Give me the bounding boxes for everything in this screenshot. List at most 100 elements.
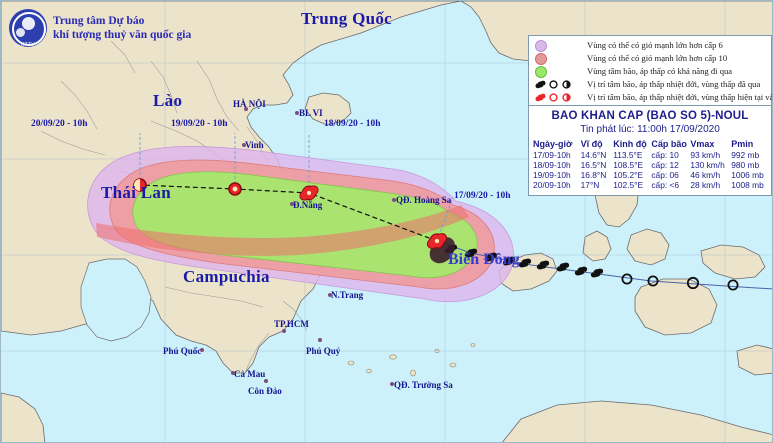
marker-20-09	[133, 178, 147, 192]
city-label-6: Cà Mau	[234, 369, 266, 379]
legend-label-current: Vị trí tâm bão, áp thấp nhiệt đới, vùng …	[587, 92, 773, 103]
city-label-7: Côn Đảo	[248, 386, 282, 396]
country-label-3: Campuchia	[183, 267, 270, 286]
past-track-line	[436, 240, 772, 290]
track-date-label-3: 17/09/20 - 10h	[454, 191, 511, 201]
track-date-label-1: 19/09/20 - 10h	[171, 119, 228, 129]
cell-lat: 16.5°N	[580, 160, 607, 170]
cell-vmax: 93 km/h	[690, 150, 721, 160]
city-label-2: Đ.Nẵng	[293, 200, 323, 210]
agency-name-line1: Trung tâm Dự báo	[53, 14, 145, 27]
sea-label-0: Biển Đông	[448, 251, 520, 268]
cone-wind-band	[96, 205, 469, 256]
col-longitude: Kinh độ	[613, 139, 647, 149]
city-label-4: TP.HCM	[274, 319, 309, 329]
forecast-table: Ngày-giờ Vĩ độ Kinh độ Cấp bão Vmax Pmin…	[532, 138, 768, 190]
agency-name: Trung tâm Dự báo khí tượng thuỷ văn quốc…	[53, 14, 191, 43]
cell-vmax: 46 km/h	[690, 170, 721, 180]
legend-item-level6: Vùng có thể có gió mạnh lớn hơn cấp 6	[533, 39, 767, 52]
cell-lat: 16.8°N	[580, 170, 607, 180]
cell-datetime: 19/09-10h	[533, 170, 571, 180]
red-cyclone-icon	[533, 92, 587, 103]
forecast-row: 17/09-10h 14.6°N 113.5°E cấp: 10 93 km/h 992 …	[532, 150, 768, 160]
cell-lat: 17°N	[580, 180, 600, 190]
black-cyclone-icon	[533, 79, 587, 90]
agency-name-line2: khí tượng thuỷ văn quốc gia	[53, 29, 192, 41]
city-dot-3	[328, 293, 332, 297]
city-dot-1	[242, 143, 246, 147]
legend-item-past: Vị trí tâm bão, áp thấp nhiệt đới, vùng …	[533, 78, 767, 91]
col-pmin: Pmin	[731, 139, 754, 149]
city-label-3: N.Trang	[331, 290, 364, 300]
storm-title: BAO KHAN CAP (BAO SO 5)-NOUL	[551, 110, 749, 122]
forecast-row: 18/09-10h 16.5°N 108.5°E cấp: 12 130 km/h 980…	[532, 160, 768, 170]
cell-lon: 113.5°E	[613, 150, 643, 160]
country-label-2: Thái Lan	[101, 183, 171, 202]
city-dot-5	[200, 348, 204, 352]
legend-item-level10: Vùng có thể có gió mạnh lớn hơn cấp 10	[533, 52, 767, 65]
cell-pmin: 1008 mb	[731, 180, 764, 190]
legend-panel: Vùng có thể có gió mạnh lớn hơn cấp 6 Vù…	[528, 35, 772, 108]
cell-pmin: 992 mb	[731, 150, 760, 160]
cell-pmin: 1006 mb	[731, 170, 764, 180]
country-label-0: Trung Quốc	[301, 9, 393, 28]
cell-lat: 14.6°N	[580, 150, 607, 160]
past-position-markers	[444, 244, 739, 291]
logo-abbr: KTTV	[21, 42, 35, 48]
cell-cap: cấp: 10	[651, 150, 679, 160]
city-label-1: Vinh	[245, 140, 264, 150]
forecast-row: 20/09-10h 17°N 102.5°E cấp: <6 28 km/h 1008 m…	[532, 180, 768, 190]
city-dot-4	[282, 329, 286, 333]
country-label-1: Lào	[153, 91, 183, 110]
table-header-row: Ngày-giờ Vĩ độ Kinh độ Cấp bão Vmax Pmin	[532, 138, 768, 150]
col-storm-level: Cấp bão	[651, 139, 687, 149]
red-circle-icon	[533, 52, 587, 65]
legend-item-current: Vị trí tâm bão, áp thấp nhiệt đới, vùng …	[533, 91, 772, 104]
agency-header: KTTV Trung tâm Dự báo khí tượng thuỷ văn…	[9, 9, 191, 48]
cell-lon: 102.5°E	[613, 180, 644, 190]
globe-swirl-icon: KTTV	[9, 9, 47, 48]
cell-cap: cấp: <6	[651, 180, 680, 190]
marker-18-09	[299, 185, 319, 201]
forecast-row: 19/09-10h 16.8°N 105.2°E cấp: 06 46 km/h 1006…	[532, 170, 768, 180]
city-dot-2	[290, 202, 294, 206]
marker-17-09	[427, 233, 447, 249]
storm-info-panel: BAO KHAN CAP (BAO SO 5)-NOUL Tin phát lú…	[528, 105, 772, 196]
cell-datetime: 17/09-10h	[533, 150, 571, 160]
city-label-8: Phú Quý	[306, 346, 341, 356]
city-label-10: QĐ. Hoàng Sa	[396, 195, 452, 205]
cell-datetime: 18/09-10h	[533, 160, 571, 170]
cell-cap: cấp: 06	[651, 170, 679, 180]
bulletin-time: Tin phát lúc: 11:00h 17/09/2020	[580, 124, 720, 135]
legend-label-level10: Vùng có thể có gió mạnh lớn hơn cấp 10	[587, 53, 728, 64]
legend-label-level6: Vùng có thể có gió mạnh lớn hơn cấp 6	[587, 40, 723, 51]
forecast-track-line	[139, 184, 438, 242]
marker-19-09	[228, 182, 242, 196]
city-label-0: HÀ NỘI	[233, 99, 266, 109]
green-circle-icon	[533, 65, 587, 78]
city-dot-11	[390, 382, 394, 386]
city-dot-7	[264, 379, 268, 383]
cell-vmax: 130 km/h	[690, 160, 725, 170]
legend-label-past: Vị trí tâm bão, áp thấp nhiệt đới, vùng …	[587, 79, 761, 90]
track-date-label-0: 20/09/20 - 10h	[31, 119, 88, 129]
cell-pmin: 980 mb	[731, 160, 760, 170]
legend-item-center: Vùng tâm bão, áp thấp có khả năng đi qua	[533, 65, 767, 78]
legend-label-center: Vùng tâm bão, áp thấp có khả năng đi qua	[587, 66, 733, 77]
city-dot-9	[295, 111, 299, 115]
city-label-5: Phú Quốc	[163, 346, 202, 356]
city-dot-6	[231, 371, 235, 375]
cell-lon: 105.2°E	[613, 170, 644, 180]
cell-datetime: 20/09-10h	[533, 180, 571, 190]
city-label-11: QĐ. Trường Sa	[394, 380, 453, 390]
col-datetime: Ngày-giờ	[533, 139, 573, 149]
city-dot-8	[318, 338, 322, 342]
city-dot-10	[392, 198, 396, 202]
cell-lon: 108.5°E	[613, 160, 644, 170]
forecast-table-body: 17/09-10h 14.6°N 113.5°E cấp: 10 93 km/h 992 …	[532, 150, 768, 190]
city-dot-0	[244, 107, 248, 111]
cell-vmax: 28 km/h	[690, 180, 721, 190]
track-date-label-2: 18/09/20 - 10h	[324, 119, 381, 129]
